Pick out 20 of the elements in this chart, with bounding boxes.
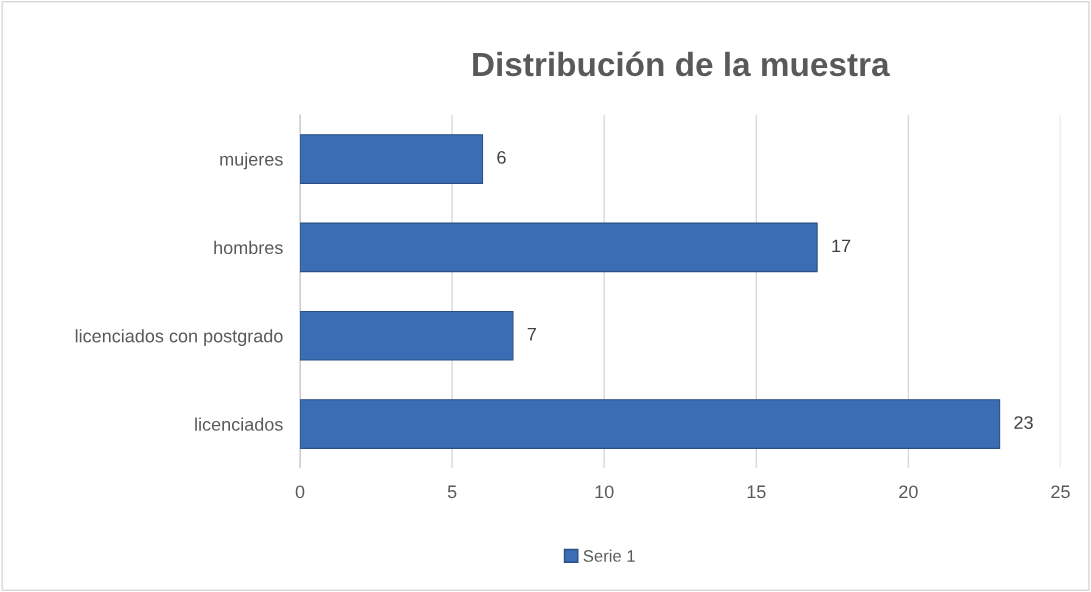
bar [300, 222, 818, 273]
x-tick-label: 5 [447, 485, 457, 499]
legend-label: Serie 1 [583, 549, 635, 562]
x-tick-label: 0 [295, 485, 305, 499]
x-tick-label: 20 [899, 485, 918, 499]
data-label: 17 [832, 239, 851, 253]
y-tick-label: licenciados [195, 417, 283, 431]
x-tick-label: 15 [747, 485, 766, 499]
y-tick-label: mujeres [220, 152, 283, 170]
x-tick-label: 10 [595, 485, 614, 499]
data-label: 23 [1014, 416, 1033, 429]
chart-title: Distribución de la muestra [473, 51, 890, 77]
bar [300, 310, 514, 361]
data-label: 7 [527, 327, 536, 341]
y-tick-label: licenciados con postgrado [75, 329, 283, 347]
bar [300, 134, 484, 184]
y-tick-label: hombres [214, 240, 283, 255]
bar [300, 399, 1001, 449]
x-tick-label: 25 [1051, 485, 1070, 499]
data-label: 6 [497, 151, 506, 164]
